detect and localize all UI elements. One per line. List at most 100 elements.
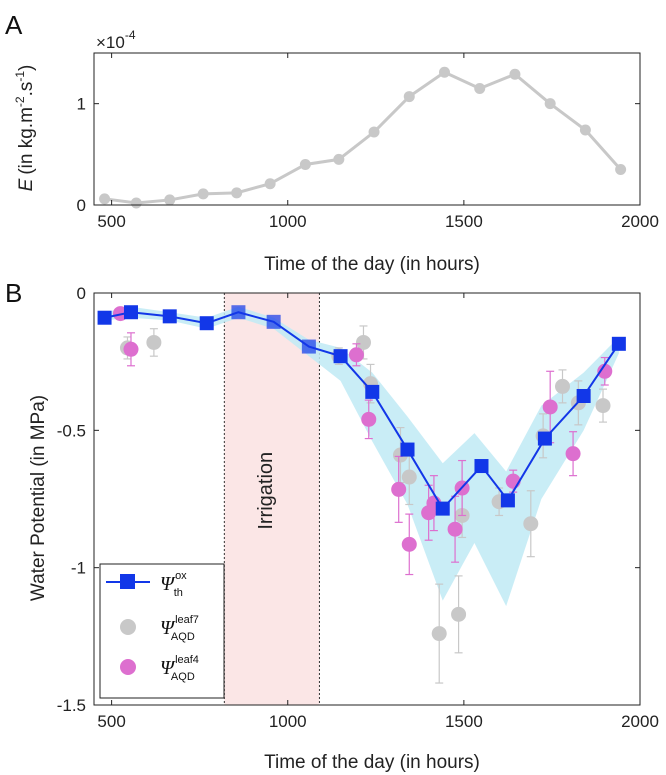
panel-b-frame bbox=[93, 292, 641, 706]
legend-theory-sup: ox bbox=[175, 570, 187, 582]
theory-point bbox=[611, 336, 626, 351]
theory-point bbox=[500, 493, 515, 508]
leaf7-point bbox=[555, 378, 571, 394]
panel-b-x-tick-label: 500 bbox=[97, 712, 125, 731]
y-label-variable: E bbox=[16, 178, 37, 191]
x-axis-label-a: Time of the day (in hours) bbox=[264, 254, 480, 275]
legend-leaf7-psi: Ψ bbox=[160, 617, 176, 639]
panel-b-y-tick-label: -0.5 bbox=[57, 421, 86, 440]
leaf7-point bbox=[595, 398, 611, 414]
panel-b-y-tick-label: -1 bbox=[71, 559, 86, 578]
leaf7-point bbox=[355, 334, 371, 350]
x-axis-label-b: Time of the day (in hours) bbox=[264, 752, 480, 773]
theory-point bbox=[231, 305, 246, 320]
theory-point bbox=[576, 389, 591, 403]
panel-label-a: A bbox=[5, 10, 23, 40]
transpiration-point bbox=[615, 164, 627, 176]
leaf4-point bbox=[542, 399, 558, 415]
theory-line bbox=[104, 311, 620, 511]
transpiration-point bbox=[130, 197, 142, 209]
panel-b-y-tick-label: 0 bbox=[77, 284, 86, 303]
transpiration-point bbox=[544, 98, 556, 110]
transpiration-line bbox=[104, 70, 622, 205]
multiplier-exponent: -4 bbox=[125, 28, 136, 42]
multiplier-label: ×10-4 bbox=[96, 28, 136, 52]
theory-point bbox=[162, 309, 177, 324]
panel-a-y-tick-label: 1 bbox=[77, 95, 86, 114]
legend: Ψox th Ψleaf7 AQD Ψleaf4 AQD bbox=[99, 563, 225, 699]
panel-b-y-tick-label: -1.5 bbox=[57, 696, 86, 715]
y-axis-label-b: Water Potential (in MPa) bbox=[28, 395, 49, 601]
legend-leaf4-sub: AQD bbox=[171, 671, 195, 683]
panel-label-b: B bbox=[5, 278, 22, 308]
leaf4-point bbox=[597, 363, 613, 379]
transpiration-point bbox=[231, 187, 243, 199]
legend-leaf7-sup: leaf7 bbox=[175, 614, 199, 626]
transpiration-point bbox=[403, 91, 415, 103]
legend-entry-leaf7: Ψleaf7 AQD bbox=[120, 614, 199, 643]
leaf4-point bbox=[391, 481, 407, 497]
panel-a-frame bbox=[93, 52, 641, 206]
leaf7-point bbox=[146, 334, 162, 350]
transpiration-point bbox=[509, 68, 521, 80]
legend-theory-psi: Ψ bbox=[160, 573, 176, 595]
svg-text:×10-4: ×10-4 bbox=[96, 28, 136, 52]
leaf4-point bbox=[361, 411, 377, 427]
y-label-mid: .s bbox=[16, 82, 37, 97]
panel-a-x-tick-label: 2000 bbox=[621, 212, 659, 231]
theory-point bbox=[97, 310, 112, 325]
panel-b-x-tick-label: 1500 bbox=[445, 712, 483, 731]
leaf7-point bbox=[431, 626, 447, 642]
transpiration-point bbox=[474, 82, 486, 94]
leaf7-point bbox=[451, 606, 467, 622]
panel-a-x-tick-label: 1000 bbox=[269, 212, 307, 231]
panel-a-y-tick-label: 0 bbox=[77, 196, 86, 215]
leaf7-point bbox=[523, 516, 539, 532]
theory-point bbox=[537, 431, 552, 446]
transpiration-point bbox=[264, 178, 276, 190]
legend-theory-sub: th bbox=[174, 587, 183, 599]
multiplier-base: ×10 bbox=[96, 33, 125, 52]
leaf4-point bbox=[123, 341, 139, 357]
panel-a-x-tick-label: 500 bbox=[97, 212, 125, 231]
y-label-units: (in kg.m bbox=[16, 107, 37, 175]
leaf7-point bbox=[401, 469, 417, 485]
theory-point bbox=[333, 349, 348, 364]
transpiration-point bbox=[299, 158, 311, 170]
theory-point bbox=[199, 316, 214, 331]
theory-point bbox=[266, 314, 281, 329]
theory-uncertainty-band bbox=[104, 306, 619, 607]
leaf4-point bbox=[447, 521, 463, 537]
theory-point bbox=[435, 501, 450, 516]
legend-leaf4-sup: leaf4 bbox=[175, 654, 199, 666]
panel-a-plot: 500 1000 1500 2000 0 1 bbox=[77, 52, 659, 231]
panel-b-plot: Irrigation 500 1000 1500 2000 0 -0.5 -1 -1.5 bbox=[57, 284, 659, 731]
transpiration-point bbox=[368, 126, 380, 138]
transpiration-point bbox=[164, 194, 176, 206]
transpiration-point bbox=[579, 124, 591, 136]
leaf4-point bbox=[565, 446, 581, 462]
transpiration-point bbox=[99, 193, 111, 205]
legend-leaf4-psi: Ψ bbox=[160, 657, 176, 679]
y-label-exp1: -2 bbox=[13, 96, 27, 107]
leaf4-point bbox=[348, 347, 364, 363]
transpiration-point bbox=[438, 66, 450, 78]
transpiration-point bbox=[197, 188, 209, 200]
leaf4-point bbox=[401, 536, 417, 552]
theory-point bbox=[474, 459, 489, 474]
panel-a-x-tick-label: 1500 bbox=[445, 212, 483, 231]
panel-b-x-tick-label: 1000 bbox=[269, 712, 307, 731]
theory-point bbox=[301, 339, 316, 354]
panel-b-x-tick-label: 2000 bbox=[621, 712, 659, 731]
theory-point bbox=[400, 442, 415, 457]
svg-text:E(in kg.m-2.s-1): E (in kg.m-2.s-1) bbox=[13, 65, 37, 192]
y-axis-label-a: E (in kg.m-2.s-1) bbox=[13, 65, 37, 192]
legend-entry-theory: Ψox th bbox=[106, 570, 187, 599]
transpiration-point bbox=[333, 153, 345, 165]
irrigation-label: Irrigation bbox=[255, 452, 277, 530]
theory-point bbox=[365, 384, 380, 399]
